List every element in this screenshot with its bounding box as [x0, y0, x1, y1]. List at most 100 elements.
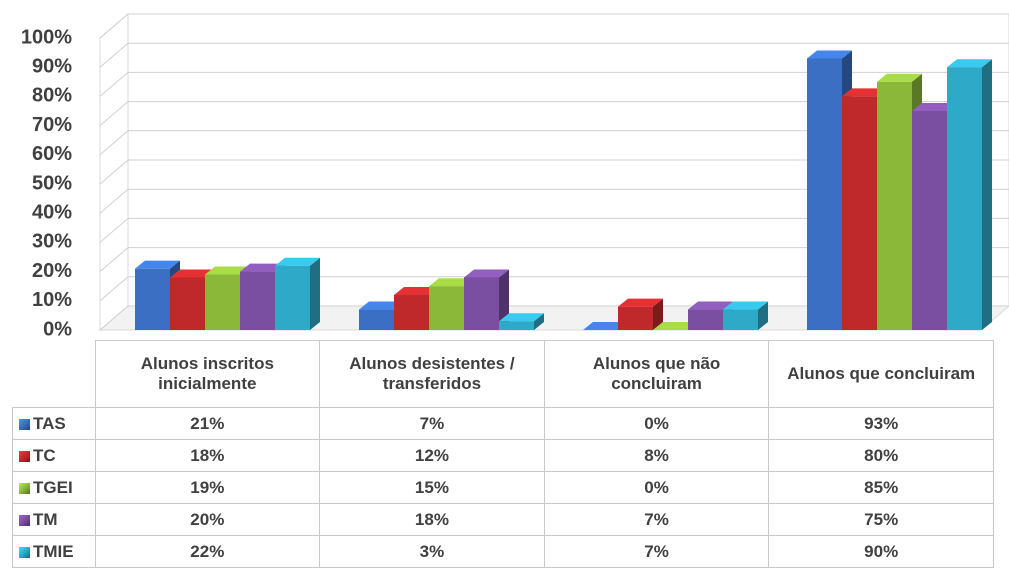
bar-top — [807, 50, 852, 59]
bar — [618, 298, 663, 330]
bar-front — [688, 309, 723, 330]
bar-top — [205, 266, 250, 275]
data-label: 15% — [319, 471, 545, 504]
y-tick-label: 30% — [32, 231, 72, 253]
y-tick-label: 10% — [32, 289, 72, 311]
bar-top — [429, 278, 474, 287]
bar-front — [877, 81, 912, 330]
table-header-row: Alunos inscritos inicialmente Alunos desi… — [12, 340, 994, 408]
grid-line — [99, 71, 1009, 97]
bar-front — [205, 274, 240, 330]
bar-front — [807, 58, 842, 330]
legend-label: TGEI — [33, 477, 73, 497]
bar-front — [359, 309, 394, 330]
legend-entry: TAS — [12, 407, 96, 440]
bar — [653, 322, 698, 330]
legend-marker — [19, 482, 30, 494]
data-label: 12% — [319, 439, 545, 472]
data-label: 90% — [768, 535, 994, 568]
bar-top — [842, 88, 887, 97]
bar-front — [240, 271, 275, 330]
bar-top — [653, 322, 698, 330]
bar-front — [912, 111, 947, 330]
bar-top — [170, 269, 215, 278]
grid-line — [99, 247, 1009, 272]
bar — [947, 59, 992, 330]
y-tick-label: 0% — [43, 318, 72, 340]
bar — [723, 301, 768, 330]
data-label: 20% — [94, 503, 321, 536]
data-label: 21% — [94, 407, 321, 440]
bar-top — [723, 301, 768, 310]
category-label: Alunos inscritos inicialmente — [94, 340, 321, 408]
grid-line — [99, 101, 1009, 126]
bar-top — [464, 269, 509, 278]
data-label: 7% — [543, 535, 770, 568]
bar — [135, 260, 180, 330]
legend-entry: TC — [12, 439, 96, 472]
y-tick-label: 40% — [32, 201, 72, 223]
bar — [464, 269, 509, 330]
bar-top — [877, 73, 922, 82]
table-row: TMIE 22% 3% 7% 90% — [12, 535, 994, 568]
y-tick-label: 20% — [32, 260, 72, 282]
grid-line — [99, 188, 1009, 214]
bar-front — [429, 286, 464, 330]
legend-label: TC — [33, 445, 56, 465]
bar-front — [464, 277, 499, 330]
bar-side — [982, 59, 992, 330]
bar-front — [394, 294, 429, 330]
data-label: 18% — [319, 503, 545, 536]
bar-top — [499, 313, 544, 322]
y-tick-label: 80% — [32, 85, 72, 107]
bar-top — [618, 298, 663, 307]
bar-top — [135, 260, 180, 269]
legend-entry: TGEI — [12, 471, 96, 504]
bar-front — [135, 268, 170, 330]
table-row: TM 20% 18% 7% 75% — [12, 503, 994, 536]
category-label: Alunos desistentes / transferidos — [319, 340, 545, 408]
data-label: 7% — [319, 407, 545, 440]
bar — [275, 257, 320, 330]
data-label: 19% — [94, 471, 321, 504]
bar — [583, 322, 628, 330]
grid-line — [99, 159, 1009, 185]
legend-entry: TM — [12, 503, 96, 536]
data-label: 75% — [768, 503, 994, 536]
bar-front — [618, 306, 653, 330]
legend-marker — [19, 546, 30, 558]
y-tick-label: 60% — [32, 143, 72, 165]
legend-label: TM — [33, 509, 58, 529]
bar-front — [170, 277, 205, 330]
bar-side — [653, 298, 663, 330]
bar-side — [534, 313, 544, 330]
data-label: 3% — [319, 535, 545, 568]
grid-line — [99, 42, 1009, 68]
bar-front — [842, 96, 877, 331]
data-label: 0% — [543, 471, 770, 504]
bar-side — [758, 301, 768, 330]
y-tick-label: 70% — [32, 114, 72, 136]
grid-line — [99, 130, 1009, 156]
bar-top — [688, 301, 733, 310]
table-row: TC 18% 12% 8% 80% — [12, 439, 994, 472]
legend-marker — [19, 514, 30, 526]
category-label: Alunos que concluiram — [768, 340, 994, 408]
bar-top — [947, 59, 992, 68]
table-corner — [12, 340, 96, 408]
data-label: 7% — [543, 503, 770, 536]
data-label: 93% — [768, 407, 994, 440]
bar-top — [583, 322, 628, 330]
category-label: Alunos que não concluiram — [543, 340, 770, 408]
bar-top — [359, 301, 404, 310]
legend-marker — [19, 418, 30, 430]
data-label: 8% — [543, 439, 770, 472]
legend-label: TAS — [33, 413, 66, 433]
data-label: 22% — [94, 535, 321, 568]
chart: 0% 10% 20% 30% 40% 50% 60% 70% 80% 90% 100% — [21, 12, 1009, 340]
bar-top — [912, 103, 957, 111]
bar-side — [499, 269, 509, 330]
y-tick-label: 90% — [32, 55, 72, 77]
bar-front — [275, 265, 310, 330]
